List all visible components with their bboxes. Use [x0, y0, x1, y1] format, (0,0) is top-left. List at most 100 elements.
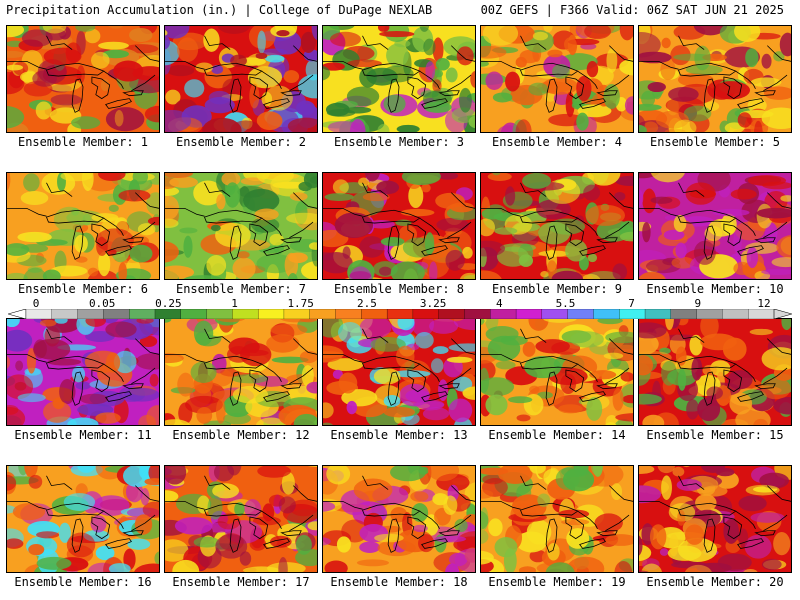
precip-field-map	[323, 173, 475, 279]
boundary-line	[362, 35, 389, 50]
precip-blob	[779, 32, 791, 57]
boundary-line	[45, 209, 105, 224]
precip-blob	[356, 559, 390, 567]
precip-blob	[217, 26, 251, 34]
precip-blob	[543, 26, 553, 33]
precip-blob	[481, 529, 489, 544]
boundary-line	[131, 367, 156, 385]
boundary-line	[639, 60, 679, 70]
chart-title: Precipitation Accumulation (in.) | Colle…	[6, 3, 433, 17]
boundary-line	[678, 328, 705, 343]
boundary-line	[579, 391, 606, 402]
precip-blob	[100, 79, 110, 92]
boundary-line	[723, 369, 743, 393]
precip-blob	[551, 270, 584, 279]
precip-blob	[436, 217, 469, 232]
precip-blob	[673, 119, 697, 132]
boundary-line	[105, 98, 132, 109]
precip-blob	[230, 120, 262, 132]
precip-field-map	[323, 26, 475, 132]
boundary-line	[703, 371, 716, 406]
precip-blob	[26, 348, 37, 374]
precip-blob	[590, 466, 603, 476]
ensemble-map-13	[322, 318, 476, 426]
ensemble-map-16	[6, 465, 160, 573]
precip-blob	[391, 370, 431, 378]
precip-blob	[587, 253, 598, 263]
ensemble-member-label: Ensemble Member: 16	[14, 575, 152, 589]
precip-blob	[7, 50, 24, 58]
boundary-line	[362, 475, 389, 490]
precip-field-map	[481, 466, 633, 572]
boundary-line	[229, 225, 242, 260]
precip-blob	[419, 26, 430, 32]
boundary-line	[91, 223, 111, 247]
precip-blob	[516, 531, 547, 553]
precip-blob	[185, 395, 223, 414]
precip-blob	[700, 333, 737, 351]
boundary-line	[596, 90, 618, 97]
precip-blob	[522, 173, 552, 189]
precip-field-map	[323, 466, 475, 572]
precip-blob	[323, 422, 333, 425]
precip-blob	[254, 208, 279, 221]
boundary-line	[677, 209, 737, 224]
precip-blob	[643, 121, 659, 132]
precip-blob	[614, 191, 626, 201]
boundary-line	[91, 369, 111, 393]
great-lakes-outline	[481, 328, 633, 406]
precip-blob	[615, 175, 633, 187]
colorbar-tick-label: 1	[231, 297, 238, 310]
precip-blob	[251, 217, 280, 233]
precip-blob	[297, 74, 317, 99]
boundary-line	[249, 516, 269, 540]
boundary-line	[605, 74, 630, 92]
precip-blob	[359, 319, 392, 339]
precip-blob	[411, 319, 435, 337]
precip-blob	[665, 319, 674, 331]
precip-blob	[750, 77, 782, 88]
ensemble-map-14	[480, 318, 634, 426]
precip-blob	[215, 319, 246, 323]
boundary-line	[203, 209, 263, 224]
precip-blob	[541, 77, 579, 95]
great-lakes-outline	[639, 182, 791, 260]
precip-blob	[95, 412, 121, 424]
precip-blob	[108, 563, 131, 572]
precip-blob	[485, 71, 504, 90]
precip-blob	[749, 328, 773, 336]
precip-blob	[334, 212, 374, 238]
precip-blob	[42, 26, 67, 34]
precip-blob	[359, 541, 381, 553]
precip-blob	[296, 100, 316, 116]
precip-blob	[234, 502, 245, 516]
boundary-line	[280, 383, 302, 390]
colorbar-tick-label: 1.75	[287, 297, 314, 310]
precip-blob	[429, 319, 459, 334]
precip-blob	[565, 91, 575, 118]
precip-field-map	[165, 173, 317, 279]
precip-blobs	[323, 319, 475, 425]
boundary-line	[261, 70, 282, 89]
precip-blob	[377, 26, 390, 32]
boundary-line	[545, 78, 558, 113]
precip-blob	[721, 213, 737, 236]
boundary-line	[767, 338, 791, 355]
boundary-line	[131, 74, 156, 92]
precip-blob	[75, 256, 88, 263]
precip-field-map	[639, 319, 791, 425]
boundary-line	[565, 516, 585, 540]
great-lakes-outline	[165, 328, 317, 406]
ensemble-member-label: Ensemble Member: 5	[649, 135, 781, 149]
boundary-line	[735, 70, 756, 89]
precip-blob	[24, 466, 38, 478]
precip-blob	[377, 123, 390, 132]
precip-blob	[36, 556, 72, 570]
precip-blob	[481, 240, 506, 257]
ensemble-map-2	[164, 25, 318, 133]
precip-blob	[108, 26, 124, 29]
precip-blob	[224, 182, 241, 208]
precip-blob	[564, 37, 577, 52]
precip-blob	[295, 534, 312, 555]
precip-blob	[113, 350, 137, 374]
